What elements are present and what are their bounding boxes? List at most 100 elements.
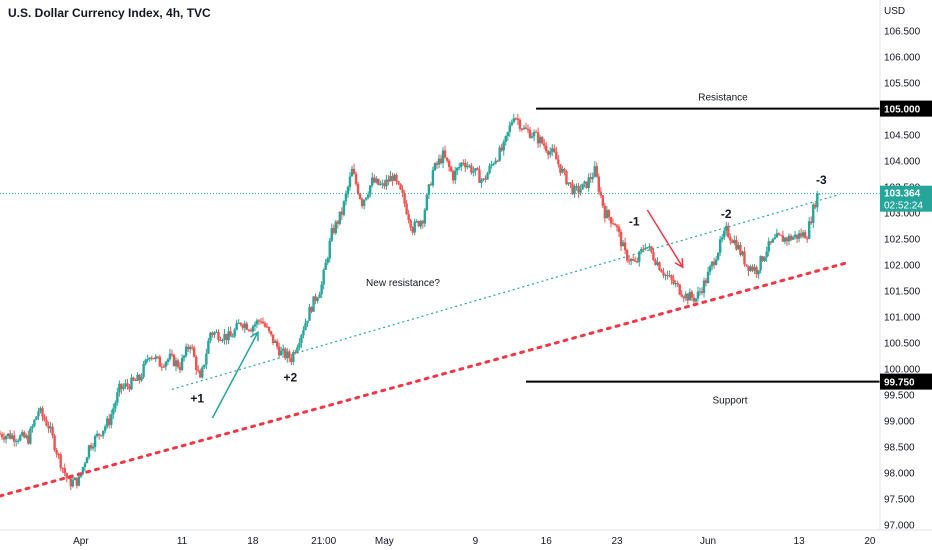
candle-body — [765, 251, 768, 258]
candle-body — [725, 225, 728, 231]
arrow-head — [674, 258, 684, 269]
candle-body — [716, 252, 720, 260]
candle-body — [332, 228, 335, 233]
candle-body — [494, 160, 497, 164]
candle-body — [87, 445, 91, 458]
candle-body — [480, 179, 483, 183]
candle-body — [334, 221, 338, 233]
candle-body — [65, 473, 68, 479]
candle-body — [120, 383, 123, 390]
candle-body — [126, 383, 129, 386]
candle-body — [227, 331, 230, 341]
candle-body — [391, 175, 394, 181]
candle-body — [336, 221, 340, 224]
candle-body — [791, 237, 795, 240]
candle-body — [700, 291, 704, 294]
candle-body — [652, 252, 655, 260]
candle-body — [273, 341, 277, 343]
candle-body — [239, 322, 242, 325]
candle-body — [468, 165, 471, 167]
candle-body — [771, 239, 774, 243]
candle-body — [451, 171, 455, 181]
candle-body — [613, 223, 617, 226]
candle-body — [144, 359, 147, 364]
candle-body — [660, 270, 663, 273]
candle-body — [484, 178, 487, 180]
candle-body — [401, 189, 404, 194]
candle-body — [199, 370, 202, 378]
candle-body — [197, 370, 200, 372]
candle-body — [387, 179, 390, 182]
candle-body — [561, 168, 564, 173]
current-price-tag: 103.364 — [884, 189, 921, 200]
candle-body — [415, 221, 418, 223]
candle-body — [4, 436, 8, 440]
candle-body — [150, 357, 153, 359]
candle-body — [201, 367, 204, 378]
candle-body — [801, 232, 805, 237]
candle-body — [654, 259, 657, 265]
time-axis: Apr 11 18 21:00 May 9 16 23 Jun 13 20 — [0, 529, 932, 547]
candle-body — [773, 237, 777, 240]
candle-body — [233, 329, 236, 337]
candle-body — [603, 205, 607, 219]
candle-body — [540, 137, 544, 144]
candle-body — [538, 137, 542, 144]
candle-body — [694, 298, 698, 302]
candle-body — [247, 329, 251, 331]
candle-body — [263, 323, 267, 327]
candle-body — [441, 150, 445, 164]
candle-body — [710, 261, 714, 267]
candle-body — [350, 168, 354, 177]
candle-body — [803, 232, 807, 239]
candle-body — [312, 296, 315, 312]
candle-body — [116, 392, 119, 403]
candle-body — [229, 331, 232, 337]
candle-body — [0, 433, 2, 435]
candle-body — [609, 217, 613, 224]
candle-body — [409, 219, 412, 228]
candle-body — [605, 210, 609, 219]
candle-body — [225, 333, 228, 341]
candle-body — [686, 293, 690, 301]
candle-body — [103, 426, 107, 431]
candle-body — [63, 468, 66, 474]
candle-body — [89, 445, 93, 449]
candle-body — [294, 351, 297, 353]
candle-body — [419, 221, 422, 227]
candle-body — [621, 242, 625, 247]
candle-body — [138, 374, 141, 381]
candle-body — [698, 291, 702, 293]
candle-body — [286, 351, 289, 359]
candle-body — [33, 419, 36, 427]
y-tick-label: 98.500 — [884, 443, 915, 454]
candle-body — [12, 435, 16, 442]
candle-body — [407, 214, 410, 220]
candle-body — [743, 251, 746, 265]
candle-body — [702, 280, 706, 294]
candle-body — [298, 343, 301, 348]
candle-body — [741, 251, 744, 255]
candle-body — [805, 238, 809, 240]
candle-body — [486, 173, 489, 180]
candle-body — [14, 441, 18, 443]
candle-body — [625, 250, 629, 261]
candle-body — [435, 163, 439, 165]
candle-body — [75, 477, 79, 486]
candle-body — [142, 363, 145, 377]
candle-body — [69, 478, 73, 487]
candle-body — [476, 168, 479, 170]
candle-body — [429, 184, 433, 186]
candle-body — [55, 449, 58, 455]
candle-body — [692, 297, 696, 302]
candle-body — [433, 163, 437, 171]
y-tick-label: 101.000 — [884, 313, 921, 324]
candle-body — [814, 204, 817, 208]
candle-body — [314, 296, 317, 302]
count-annotation: -1 — [629, 215, 640, 229]
candle-body — [682, 296, 685, 299]
candle-body — [59, 454, 62, 468]
candle-body — [488, 165, 491, 174]
candle-body — [360, 198, 364, 207]
countdown-tag: 02:52:24 — [884, 201, 923, 212]
